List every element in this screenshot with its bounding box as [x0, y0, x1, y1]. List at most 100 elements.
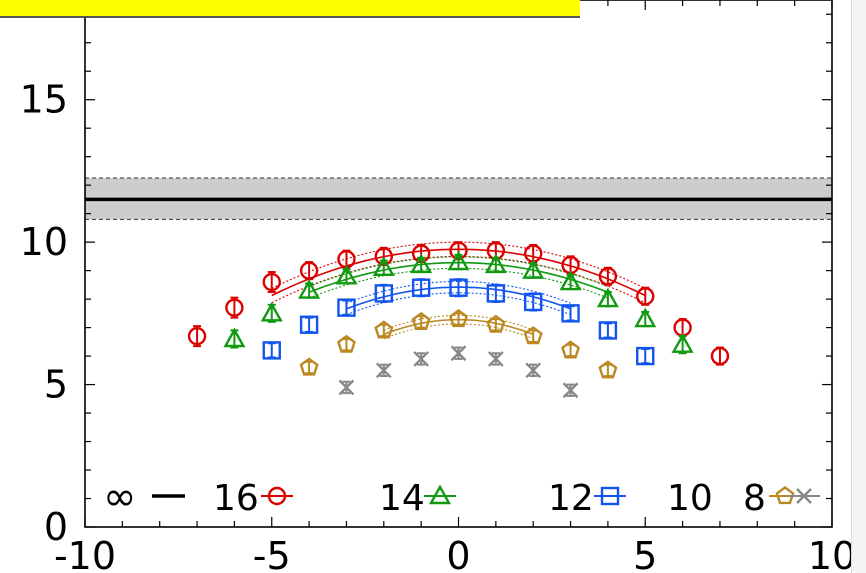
data-point-14 — [671, 333, 694, 353]
y-tick-label: 10 — [20, 220, 68, 264]
circle-marker — [262, 272, 281, 292]
square-marker — [524, 292, 543, 312]
data-point-16 — [598, 267, 618, 286]
data-point-12 — [262, 341, 281, 360]
data-point-12 — [636, 346, 655, 366]
triangle-marker — [372, 256, 395, 276]
fit-band-upper-16 — [271, 241, 646, 289]
cross-marker-b — [338, 379, 355, 396]
data-point-8 — [488, 351, 504, 367]
data-point-12 — [299, 315, 319, 334]
data-point-10 — [561, 340, 581, 359]
cross-marker-b — [450, 345, 467, 362]
y-tick-label: 5 — [44, 363, 68, 407]
pentagon-marker — [299, 357, 319, 376]
data-point-14 — [335, 264, 358, 285]
data-point-12 — [449, 278, 468, 297]
square-marker — [337, 298, 356, 317]
circle-marker — [636, 287, 655, 306]
data-point-14 — [372, 256, 395, 276]
triangle-marker — [484, 253, 507, 274]
square-marker — [262, 341, 281, 360]
triangle-marker — [559, 270, 582, 291]
data-point-8 — [375, 362, 392, 379]
square-marker — [600, 486, 620, 506]
reference-band-layer — [85, 177, 832, 220]
circle-marker — [710, 346, 730, 366]
square-marker — [374, 284, 393, 303]
data-point-12 — [598, 321, 618, 340]
circle-marker — [225, 298, 244, 317]
data-point-8 — [413, 351, 429, 367]
legend-label-16: 16 — [213, 478, 259, 519]
triangle-marker — [447, 250, 470, 271]
title-banner — [0, 0, 580, 18]
legend-swatch-10 — [775, 486, 795, 505]
data-points-layer — [187, 241, 730, 399]
legend-swatch-8 — [796, 488, 812, 504]
legend: ∞ 16 14 12 10 8 — [103, 474, 820, 520]
circle-marker — [267, 486, 287, 506]
data-point-10 — [448, 309, 469, 328]
data-point-8 — [338, 379, 355, 396]
x-tick-label: 5 — [633, 534, 657, 573]
data-point-10 — [486, 314, 506, 333]
data-point-10 — [523, 326, 543, 345]
cross-marker-b — [796, 488, 812, 504]
circle-marker — [598, 267, 618, 286]
circle-marker — [299, 261, 319, 280]
fit-band-lower-16 — [271, 255, 646, 304]
data-point-16 — [262, 272, 281, 292]
legend-label-reference: ∞ — [103, 474, 136, 520]
data-point-8 — [450, 345, 467, 362]
legend-swatch-14 — [428, 484, 452, 505]
data-point-10 — [598, 360, 618, 379]
data-point-16 — [636, 287, 655, 306]
x-tick-label: 10 — [808, 534, 856, 573]
square-marker — [561, 304, 580, 323]
data-point-14 — [298, 279, 321, 299]
y-tick-label: 15 — [20, 78, 68, 122]
data-point-10 — [336, 334, 356, 353]
data-point-14 — [447, 250, 470, 271]
data-point-14 — [410, 253, 433, 274]
legend-label-12: 12 — [548, 478, 594, 519]
data-point-8 — [562, 382, 579, 399]
triangle-marker — [634, 307, 657, 328]
data-point-14 — [223, 327, 246, 348]
triangle-marker — [260, 301, 283, 322]
data-point-16 — [225, 298, 244, 317]
pentagon-marker — [598, 360, 618, 379]
axes-layer: -10 -5 0 5 10 0 5 10 15 — [20, 0, 856, 573]
right-scrollbar[interactable] — [851, 0, 866, 573]
data-point-8 — [525, 362, 542, 379]
legend-swatch-12 — [600, 486, 620, 506]
pentagon-marker — [561, 340, 581, 359]
data-point-10 — [299, 357, 319, 376]
data-point-10 — [411, 311, 431, 330]
square-marker — [299, 315, 319, 334]
pentagon-marker — [411, 311, 431, 330]
data-point-16 — [710, 346, 730, 366]
square-marker — [411, 278, 431, 297]
x-tick-label: -10 — [54, 534, 116, 573]
pentagon-marker — [775, 486, 795, 505]
legend-label-10: 10 — [667, 478, 713, 519]
cross-marker-b — [375, 362, 392, 379]
data-point-14 — [559, 270, 582, 291]
circle-marker — [187, 326, 207, 346]
y-tick-label: 0 — [44, 505, 68, 549]
triangle-marker — [522, 259, 545, 279]
cross-marker-b — [488, 351, 504, 367]
legend-label-14: 14 — [379, 478, 425, 519]
legend-swatch-16 — [267, 486, 287, 506]
pentagon-marker — [448, 309, 469, 328]
data-point-12 — [524, 292, 543, 312]
x-tick-label: 0 — [446, 534, 470, 573]
data-point-10 — [374, 320, 394, 339]
pentagon-marker — [523, 326, 543, 345]
data-point-12 — [486, 284, 506, 303]
square-marker — [449, 278, 468, 297]
data-point-12 — [561, 304, 580, 323]
x-tick-label: -5 — [253, 534, 291, 573]
